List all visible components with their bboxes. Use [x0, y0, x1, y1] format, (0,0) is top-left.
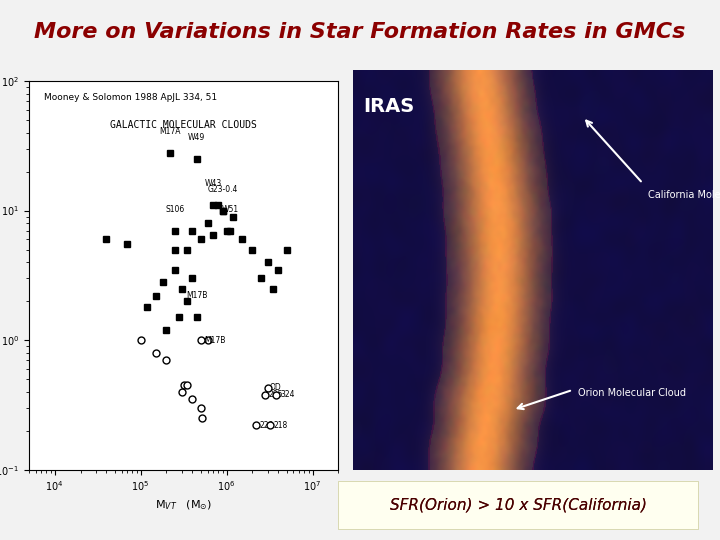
Text: W49: W49 [188, 133, 205, 142]
Text: Orion Molecular Cloud: Orion Molecular Cloud [577, 388, 685, 397]
Text: SFR(Orion) > 10 x SFR(California): SFR(Orion) > 10 x SFR(California) [390, 497, 647, 512]
Text: S106: S106 [165, 205, 184, 214]
Text: M17B: M17B [204, 336, 225, 345]
Text: 218: 218 [274, 421, 288, 430]
Text: California Molecular Cloud: California Molecular Cloud [648, 190, 720, 200]
Text: M17A: M17A [159, 127, 181, 136]
Text: Mooney & Solomon 1988 ApJL 334, 51: Mooney & Solomon 1988 ApJL 334, 51 [45, 93, 217, 102]
FancyBboxPatch shape [338, 481, 698, 529]
Text: G23-0.4: G23-0.4 [207, 185, 238, 194]
Text: 324: 324 [280, 390, 294, 399]
Text: IRAS: IRAS [363, 97, 414, 116]
Text: OD: OD [270, 383, 282, 392]
Text: W43: W43 [204, 179, 222, 188]
Text: 229: 229 [260, 421, 274, 430]
Text: W51: W51 [222, 205, 239, 214]
Text: More on Variations in Star Formation Rates in GMCs: More on Variations in Star Formation Rat… [35, 22, 685, 42]
Text: 205: 205 [269, 390, 283, 399]
Text: GALACTIC MOLECULAR CLOUDS: GALACTIC MOLECULAR CLOUDS [110, 120, 257, 130]
Text: SFR(Orion) > 10 x SFR(California): SFR(Orion) > 10 x SFR(California) [390, 497, 647, 512]
Text: M17B: M17B [186, 292, 207, 300]
X-axis label: M$_{VT}$   (M$_{\odot}$): M$_{VT}$ (M$_{\odot}$) [155, 499, 212, 512]
